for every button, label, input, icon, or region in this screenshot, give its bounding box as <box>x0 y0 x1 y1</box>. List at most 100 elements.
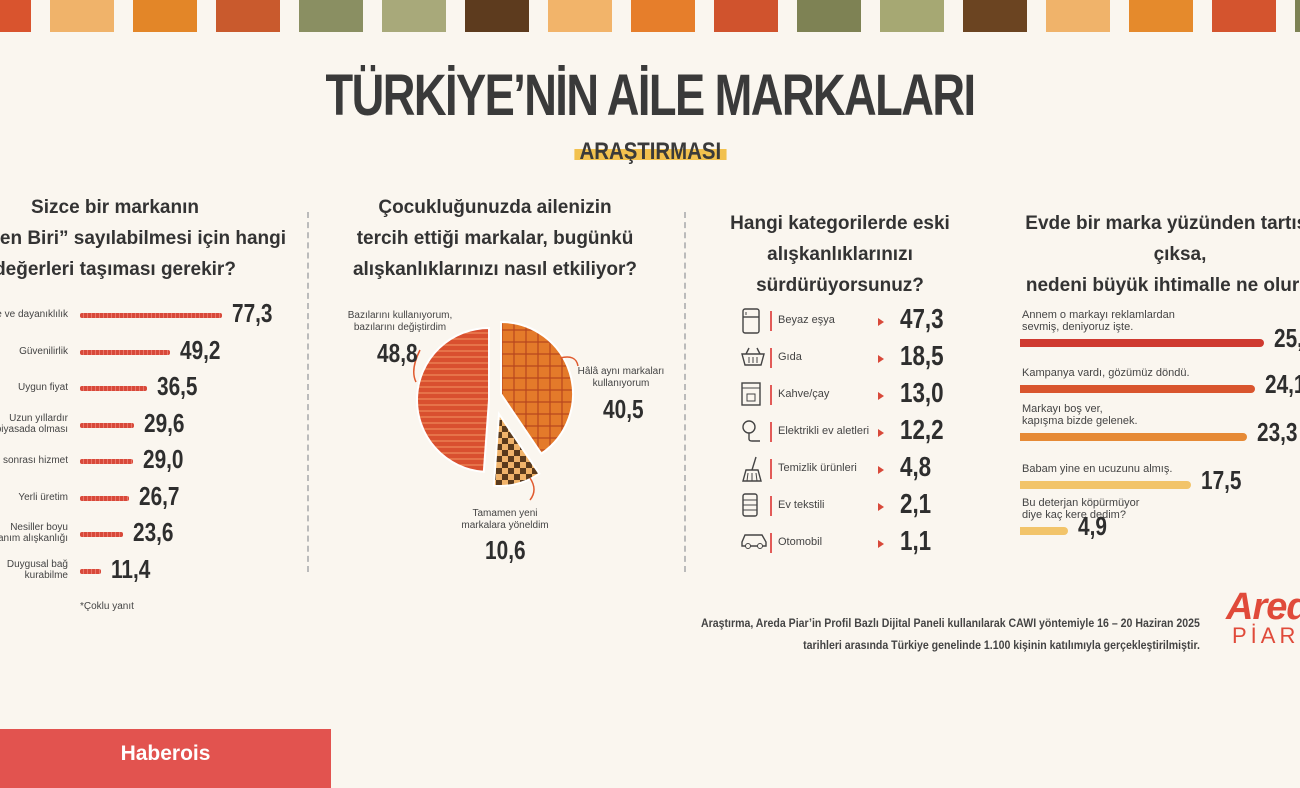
stripe-block <box>465 0 529 32</box>
category-separator <box>770 496 772 516</box>
arrow-icon <box>413 349 421 383</box>
bar <box>80 422 135 428</box>
bar <box>80 386 148 391</box>
bar-value-label: 26,7 <box>139 480 180 511</box>
bar-value-label: 17,5 <box>1200 465 1242 495</box>
question-line: “Aileden Biri” sayılabilmesi için hangi <box>0 228 287 249</box>
bar-category-label: Duygusal bağ kurabilme <box>0 559 68 581</box>
category-label: Temizlik ürünleri <box>778 462 857 474</box>
bar-value-label: 23,3 <box>1257 417 1298 447</box>
bar <box>80 568 101 574</box>
bar <box>1020 481 1191 489</box>
bar <box>80 532 124 537</box>
question-line: tercih ettiği markalar, bugünkü <box>356 228 634 249</box>
category-value: 4,8 <box>900 451 932 482</box>
category-separator <box>770 459 772 479</box>
habits-pie-chart <box>413 320 579 501</box>
bar-category-line: Uygun fiyat <box>17 382 68 393</box>
category-value: 18,5 <box>900 340 944 371</box>
bar-value-label: 36,5 <box>157 371 198 401</box>
bar-category-line: Annem o markayı reklamlardan <box>1022 309 1175 321</box>
category-label: Ev tekstili <box>778 499 825 511</box>
question-line: Çocukluğunuzda ailenizin <box>378 197 612 218</box>
bar-category-line: Kalite ve dayanıklılık <box>0 309 68 320</box>
multiple-answer-note: *Çoklu yanıt <box>80 601 134 612</box>
question-line: Sizce bir markanın <box>31 197 199 218</box>
category-separator <box>770 348 772 368</box>
bar-value-label: 77,3 <box>232 298 273 328</box>
bar-value-label: 11,4 <box>110 553 151 584</box>
question-habits: Çocukluğunuzda ailenizin tercih ettiği m… <box>330 192 660 285</box>
category-value: 13,0 <box>900 377 944 408</box>
category-value: 12,2 <box>900 414 944 445</box>
bar-category-line: Yerli üretim <box>18 491 68 503</box>
category-label: Otomobil <box>778 536 823 548</box>
bar-category-line: Uzun yıllardır <box>9 412 68 424</box>
bar-category-line: Güvenilirlik <box>19 345 68 357</box>
stripe-block <box>382 0 446 32</box>
bar-category-line: piyasada olması <box>0 423 68 435</box>
category-label: Elektrikli ev aletleri <box>778 425 870 437</box>
category-value: 47,3 <box>900 303 944 334</box>
bar-category-label: Markayı boş ver, kapışma bizde gelenek. <box>1022 403 1138 427</box>
question-line: nedeni büyük ihtimalle ne olurdu? <box>1025 275 1300 296</box>
pie-slice <box>500 320 574 456</box>
chevron-right-icon <box>878 392 884 400</box>
bar-category-line: Satış sonrası hizmet <box>0 455 68 466</box>
chevron-right-icon <box>878 355 884 363</box>
pie-value-same: 40,5 <box>603 394 644 424</box>
bar-category-line: diye kaç kere dedim? <box>1022 509 1126 521</box>
question-line: Hangi kategorilerde eski <box>730 213 950 234</box>
stripe-block <box>714 0 778 32</box>
category-label: Kahve/çay <box>778 388 830 400</box>
pie-value-mixed: 48,8 <box>377 338 418 368</box>
bar-category-label: Uzun yıllardır piyasada olması <box>0 413 68 435</box>
page-title: TÜRKİYE’NİN AİLE MARKALARI <box>325 63 976 128</box>
category-value: 1,1 <box>900 525 932 556</box>
bar-category-line: Nesiller boyu <box>10 522 68 533</box>
bar <box>1020 433 1248 441</box>
hair-dryer-icon <box>740 419 762 442</box>
bar-category-label: Annem o markayı reklamlardan sevmiş, deni… <box>1022 309 1175 333</box>
category-label: Beyaz eşya <box>778 314 835 326</box>
bar-value-label: 4,9 <box>1077 511 1107 541</box>
pie-label-same: Hâlâ aynı markaları kullanıyorum <box>577 366 665 389</box>
refrigerator-icon <box>740 308 762 334</box>
bar-category-label: Güvenilirlik <box>0 346 68 357</box>
bar-category-label: Uygun fiyat <box>0 382 68 393</box>
chevron-right-icon <box>878 429 884 437</box>
bar-category-line: sevmiş, deniyoruz işte. <box>1022 321 1134 333</box>
arrow-icon <box>559 356 579 367</box>
question-line: Evde bir marka yüzünden tartışma çıksa, <box>1025 213 1300 265</box>
stripe-block <box>963 0 1027 32</box>
chevron-right-icon <box>878 540 884 548</box>
stripe-block <box>1129 0 1193 32</box>
category-separator <box>770 311 772 331</box>
pie-value-new: 10,6 <box>485 535 526 565</box>
stripe-block <box>797 0 861 32</box>
section-divider <box>684 212 686 572</box>
question-line: alışkanlıklarınızı sürdürüyorsunuz? <box>756 244 924 296</box>
broom-icon <box>740 456 762 482</box>
stripe-block <box>133 0 197 32</box>
pie-slice <box>492 411 541 487</box>
towel-icon <box>740 493 762 517</box>
chevron-right-icon <box>878 466 884 474</box>
category-separator <box>770 385 772 405</box>
bar <box>1020 527 1068 535</box>
stripe-block <box>216 0 280 32</box>
stripe-block <box>1046 0 1110 32</box>
question-values: Sizce bir markanın “Aileden Biri” sayıla… <box>0 192 290 285</box>
pie-label-new: Tamamen yeni markalara yöneldim <box>461 508 549 531</box>
pie-slice <box>416 326 490 473</box>
bar-category-line: Bu deterjan köpürmüyor <box>1022 497 1140 509</box>
haberois-badge[interactable]: Haberois <box>0 729 331 788</box>
bar-category-label: Kampanya vardı, gözümüz döndü. <box>1022 367 1190 379</box>
bar-category-line: Babam yine en ucuzunu almış. <box>1022 463 1173 475</box>
bar <box>80 349 171 355</box>
stripe-block <box>631 0 695 32</box>
stripe-block <box>880 0 944 32</box>
page-subtitle: ARAŞTIRMASI <box>574 138 726 166</box>
bar-category-line: kurabilme <box>24 569 68 581</box>
stripe-block <box>1295 0 1300 32</box>
